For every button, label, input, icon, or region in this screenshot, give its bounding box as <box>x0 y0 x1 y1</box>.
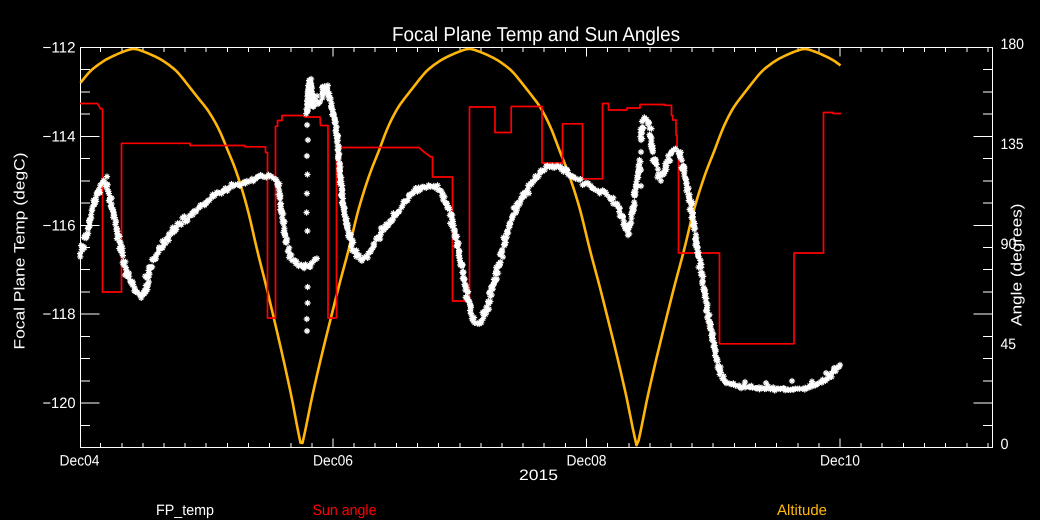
svg-text:−114: −114 <box>43 128 76 145</box>
svg-text:Altitude: Altitude <box>777 502 827 519</box>
svg-text:135: 135 <box>1001 136 1024 153</box>
svg-text:Angle (degrees): Angle (degrees) <box>1009 204 1026 327</box>
svg-text:FP_temp: FP_temp <box>156 502 214 519</box>
svg-text:Dec06: Dec06 <box>313 453 353 470</box>
svg-text:0: 0 <box>1001 436 1009 453</box>
svg-text:Focal Plane Temp (degC): Focal Plane Temp (degC) <box>12 153 29 350</box>
svg-text:180: 180 <box>1001 36 1025 53</box>
svg-text:−118: −118 <box>43 306 76 323</box>
svg-text:Sun angle: Sun angle <box>313 502 377 519</box>
svg-text:−120: −120 <box>43 395 76 412</box>
svg-text:−116: −116 <box>43 217 76 234</box>
svg-text:Focal Plane Temp and Sun Angle: Focal Plane Temp and Sun Angles <box>392 24 680 46</box>
svg-text:−112: −112 <box>43 40 76 57</box>
svg-text:2015: 2015 <box>519 467 558 484</box>
svg-text:90: 90 <box>1001 236 1017 253</box>
svg-text:Dec08: Dec08 <box>567 453 607 470</box>
svg-text:Dec04: Dec04 <box>60 453 100 470</box>
svg-text:Dec10: Dec10 <box>820 453 860 470</box>
svg-text:45: 45 <box>1001 336 1017 353</box>
